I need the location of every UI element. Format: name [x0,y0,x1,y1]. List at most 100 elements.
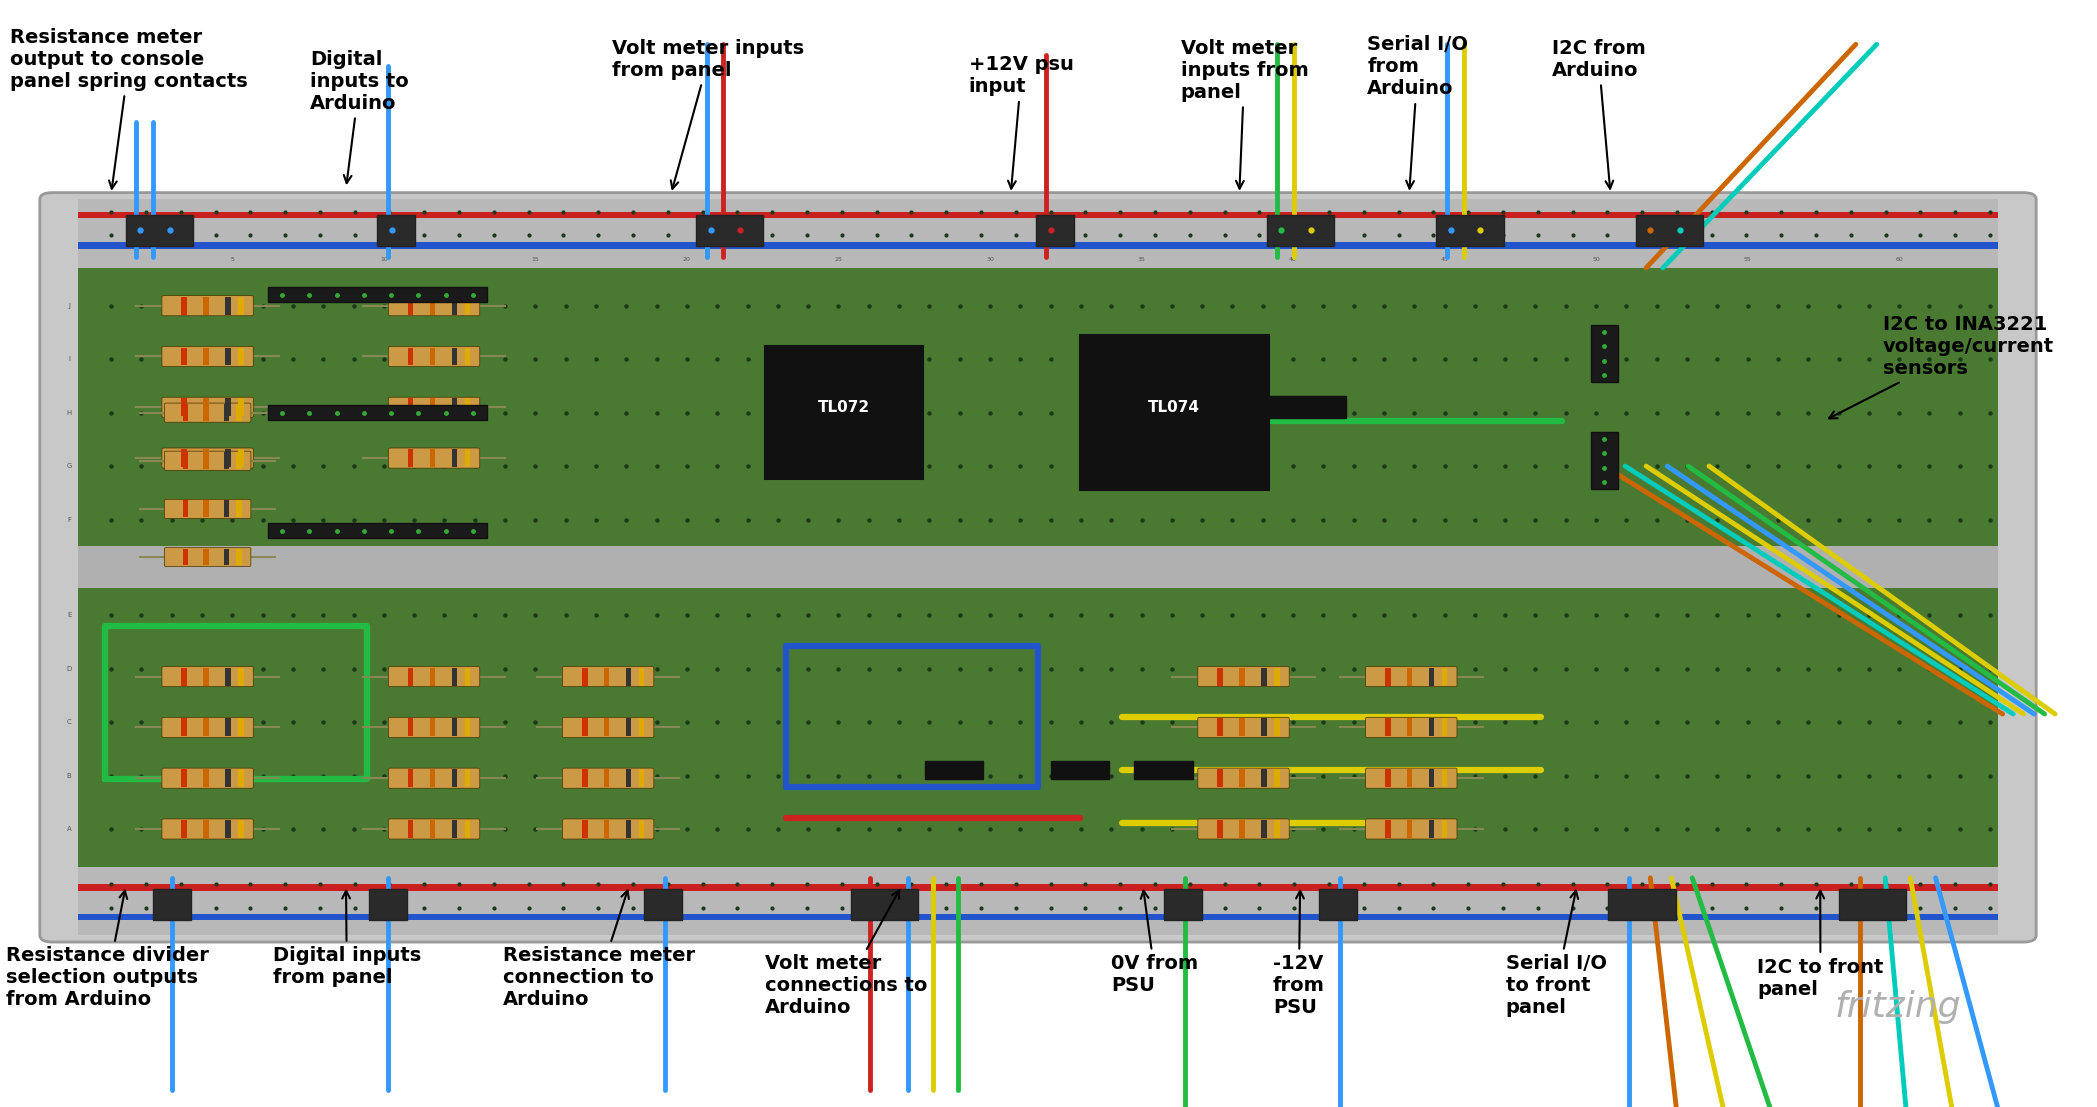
Bar [268,288,487,302]
Bar [239,820,243,838]
Bar [583,718,587,736]
Bar [1218,820,1223,838]
Text: Resistance meter
output to console
panel spring contacts: Resistance meter output to console panel… [10,28,247,188]
Bar [1386,769,1390,787]
FancyBboxPatch shape [161,346,254,366]
FancyBboxPatch shape [1197,666,1290,686]
Bar [203,399,210,416]
Bar [203,404,210,421]
Bar [78,211,1998,218]
Bar [1239,668,1246,685]
Bar [1260,820,1267,838]
Text: E: E [67,612,71,618]
Bar [78,242,1998,249]
Text: 30: 30 [986,257,994,262]
Bar [78,268,1998,867]
Bar [430,449,436,467]
Bar [224,500,229,517]
Bar [1608,889,1676,920]
Bar [377,215,415,246]
Bar [765,346,923,479]
Bar [224,668,231,685]
Bar [451,449,457,467]
Bar [203,500,210,517]
Bar [1407,820,1413,838]
Text: Volt meter
inputs from
panel: Volt meter inputs from panel [1181,39,1309,188]
Bar [1275,718,1279,736]
Bar [224,718,231,736]
Bar [1051,762,1109,779]
Bar [1592,324,1619,382]
Bar [1218,718,1223,736]
FancyBboxPatch shape [1197,819,1290,839]
Bar [1218,769,1223,787]
Bar [466,399,470,416]
Bar [203,449,210,467]
Bar [182,399,187,416]
Text: Resistance meter
connection to
Arduino: Resistance meter connection to Arduino [503,890,696,1010]
Text: I2C to front
panel: I2C to front panel [1757,891,1883,999]
Bar [824,396,916,418]
Bar [466,449,470,467]
Bar [1275,820,1279,838]
FancyBboxPatch shape [161,819,254,839]
Bar [1407,668,1413,685]
Bar [182,668,187,685]
FancyBboxPatch shape [562,768,654,788]
FancyBboxPatch shape [388,666,480,686]
Bar [1443,718,1447,736]
Bar [1428,820,1434,838]
FancyBboxPatch shape [164,548,252,567]
Bar [182,500,189,517]
Bar [1386,718,1390,736]
Bar [78,546,1998,589]
FancyBboxPatch shape [161,296,254,315]
Bar [625,769,631,787]
Bar [430,399,436,416]
Bar [409,297,413,314]
Bar [625,820,631,838]
Bar [409,718,413,736]
Bar [203,549,210,566]
Bar [203,820,210,838]
Text: Digital
inputs to
Arduino: Digital inputs to Arduino [310,50,409,183]
Bar [1636,215,1703,246]
Text: A: A [67,826,71,832]
Bar [239,668,243,685]
Bar [203,718,210,736]
Bar [224,769,231,787]
Text: 10: 10 [380,257,388,262]
Text: Volt meter inputs
from panel: Volt meter inputs from panel [612,39,805,189]
Bar [237,549,241,566]
Bar [239,399,243,416]
Bar [1407,718,1413,736]
Text: Resistance divider
selection outputs
from Arduino: Resistance divider selection outputs fro… [6,891,210,1010]
Bar [409,399,413,416]
Bar [409,820,413,838]
Text: 20: 20 [684,257,690,262]
Text: H: H [67,410,71,415]
Text: fritzing: fritzing [1835,990,1961,1024]
Bar [925,762,983,779]
Bar [1254,396,1346,418]
Bar [1386,820,1390,838]
Bar [1267,215,1334,246]
Text: F: F [67,517,71,523]
Bar [1319,889,1357,920]
Bar [640,820,644,838]
Bar [126,215,193,246]
Bar [1080,335,1269,490]
FancyBboxPatch shape [164,499,252,518]
Bar [224,449,231,467]
Bar [1134,762,1193,779]
Bar [182,549,189,566]
Bar [182,297,187,314]
Bar [1436,215,1504,246]
Bar [239,718,243,736]
Text: TL074: TL074 [1149,400,1199,415]
Bar [182,348,187,365]
FancyBboxPatch shape [161,717,254,737]
Bar [1428,718,1434,736]
Bar [1218,668,1223,685]
Bar [451,297,457,314]
